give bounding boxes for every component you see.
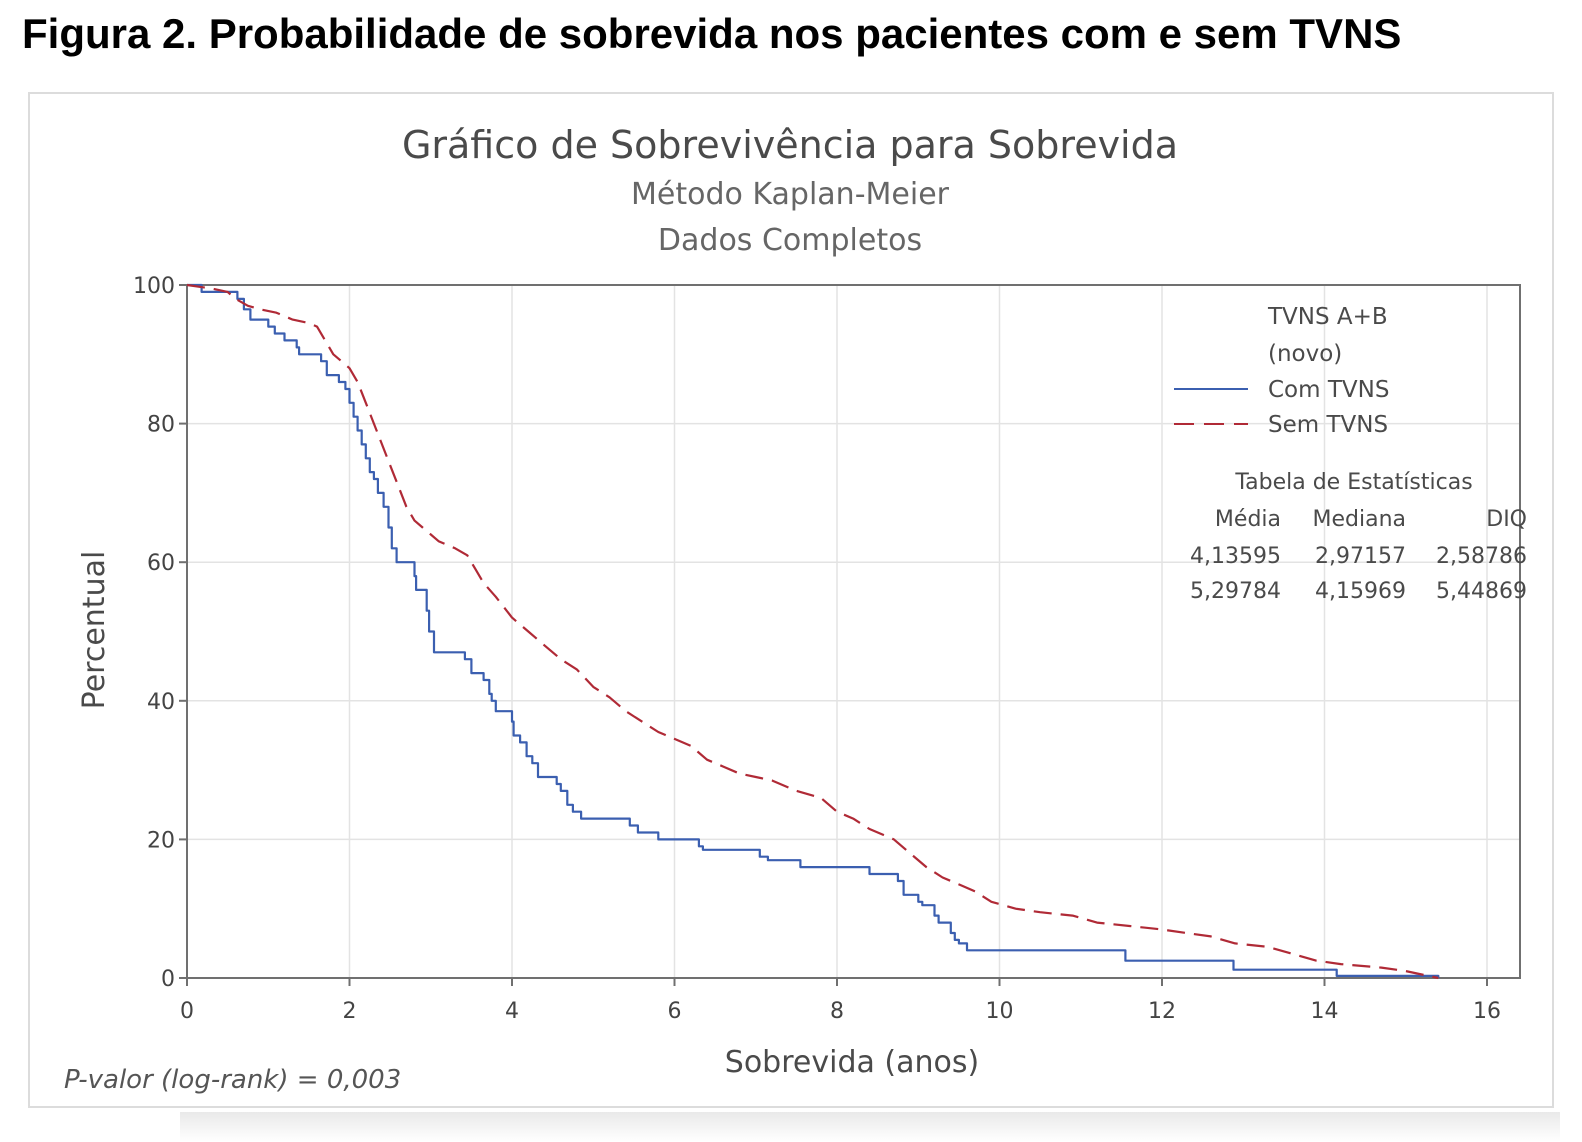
chart-subtitle-data: Dados Completos bbox=[658, 223, 922, 258]
stats-cell: 5,29784 bbox=[1190, 579, 1281, 604]
legend-label-com-tvns: Com TVNS bbox=[1268, 377, 1389, 403]
y-tick-label: 60 bbox=[147, 551, 175, 576]
grid bbox=[187, 285, 1520, 978]
stats-header-diq: DIQ bbox=[1486, 507, 1527, 532]
axes: 0 2 4 6 8 10 12 14 16 0 20 40 60 80 100 bbox=[133, 274, 1521, 1024]
x-tick-label: 16 bbox=[1473, 999, 1501, 1024]
y-tick-label: 20 bbox=[147, 828, 175, 853]
legend-title-2: (novo) bbox=[1268, 341, 1342, 367]
y-tick-label: 40 bbox=[147, 690, 175, 715]
y-tick-label: 80 bbox=[147, 413, 175, 438]
series-line-sem-tvns bbox=[186, 283, 1439, 980]
x-tick-label: 12 bbox=[1148, 999, 1176, 1024]
stats-cell: 5,44869 bbox=[1436, 579, 1527, 604]
stats-cell: 2,97157 bbox=[1315, 544, 1406, 569]
page-shadow bbox=[180, 1112, 1560, 1142]
stats-cell: 2,58786 bbox=[1436, 544, 1527, 569]
x-tick-label: 4 bbox=[505, 999, 519, 1024]
stats-table-title: Tabela de Estatísticas bbox=[1234, 470, 1472, 495]
y-tick-label: 100 bbox=[133, 274, 175, 299]
chart-subtitle-method: Método Kaplan-Meier bbox=[631, 177, 950, 212]
plot-area-border bbox=[186, 284, 1521, 979]
stats-cell: 4,15969 bbox=[1315, 579, 1406, 604]
series bbox=[186, 283, 1440, 980]
legend-title-1: TVNS A+B bbox=[1267, 304, 1388, 330]
stats-cell: 4,13595 bbox=[1190, 544, 1281, 569]
legend: TVNS A+B (novo) Com TVNS Sem TVNS bbox=[1174, 304, 1389, 438]
x-tick-label: 10 bbox=[986, 999, 1014, 1024]
stats-table: Tabela de Estatísticas Média Mediana DIQ… bbox=[1190, 470, 1527, 604]
stats-header-mediana: Mediana bbox=[1313, 507, 1407, 532]
x-tick-label: 6 bbox=[668, 999, 682, 1024]
chart-frame bbox=[28, 92, 1554, 1108]
chart-title: Gráfico de Sobrevivência para Sobrevida bbox=[402, 123, 1178, 167]
series-line-com-tvns bbox=[187, 283, 1440, 978]
x-tick-label: 2 bbox=[343, 999, 357, 1024]
p-value-annotation: P-valor (log-rank) = 0,003 bbox=[64, 1065, 401, 1095]
stats-header-media: Média bbox=[1215, 507, 1281, 532]
y-tick-label: 0 bbox=[161, 967, 175, 992]
x-tick-label: 14 bbox=[1311, 999, 1339, 1024]
x-axis-label: Sobrevida (anos) bbox=[725, 1045, 979, 1080]
y-axis-label: Percentual bbox=[77, 551, 112, 710]
x-tick-label: 8 bbox=[830, 999, 844, 1024]
figure-title: Figura 2. Probabilidade de sobrevida nos… bbox=[22, 10, 1402, 57]
legend-label-sem-tvns: Sem TVNS bbox=[1268, 412, 1388, 438]
x-tick-label: 0 bbox=[180, 999, 194, 1024]
